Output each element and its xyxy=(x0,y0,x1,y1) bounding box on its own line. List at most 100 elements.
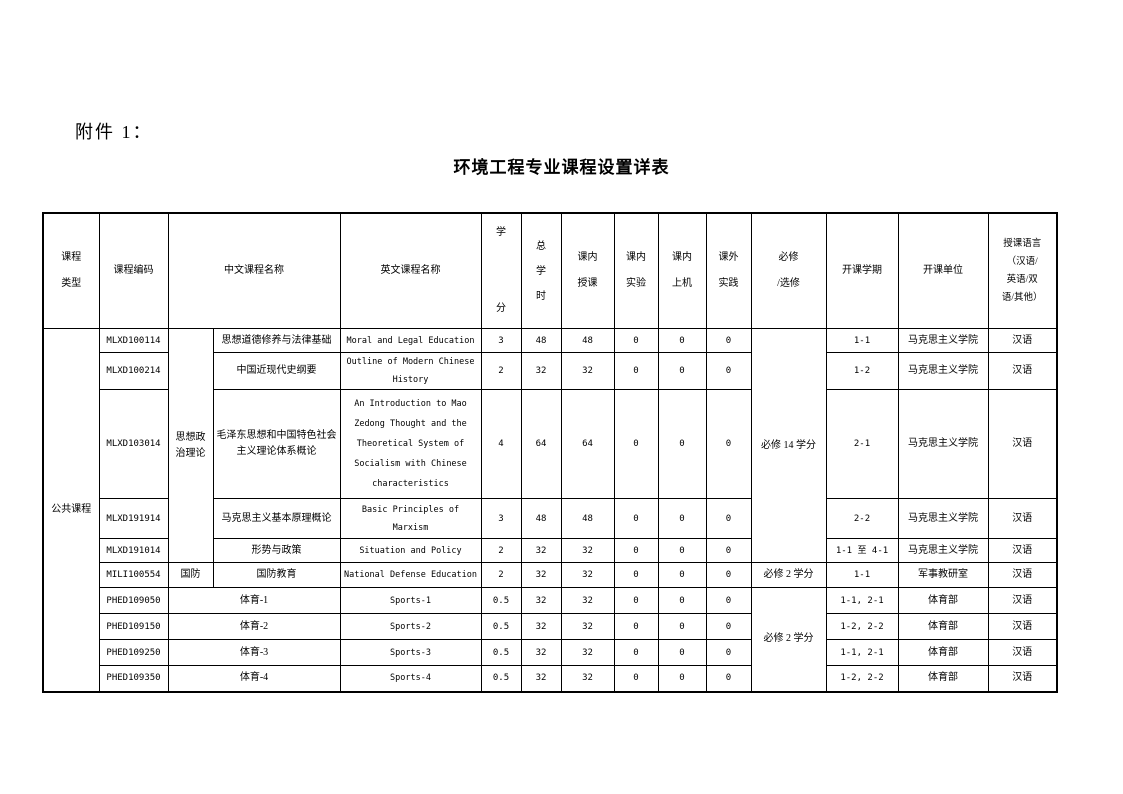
cell-semester: 1-1, 2-1 xyxy=(825,587,899,614)
cell-en-name: Situation and Policy xyxy=(339,538,482,563)
cell-language: 汉语 xyxy=(987,352,1058,390)
cell-experiment: 0 xyxy=(613,538,659,563)
cell-language: 汉语 xyxy=(987,498,1058,539)
cell-credits: 0.5 xyxy=(480,639,522,666)
cell-group-politics: 思想政 治理论 xyxy=(167,328,214,563)
cell-language: 汉语 xyxy=(987,562,1058,588)
table-row: PHED109050 体育-1 Sports-1 0.5 32 32 0 0 0… xyxy=(43,587,1058,692)
cell-semester: 2-2 xyxy=(825,498,899,539)
table-row: PHED109350 体育-4 Sports-4 0.5 32 32 0 0 0… xyxy=(43,665,1058,692)
cell-hours: 32 xyxy=(520,587,562,614)
cell-computer: 0 xyxy=(657,328,707,353)
cell-unit: 马克思主义学院 xyxy=(897,389,989,499)
cell-credits: 0.5 xyxy=(480,587,522,614)
cell-en-name: Sports-2 xyxy=(339,613,482,640)
cell-semester: 1-1 xyxy=(825,328,899,353)
cell-lecture: 48 xyxy=(560,498,615,539)
cell-practice: 0 xyxy=(705,562,752,588)
header-semester: 开课学期 xyxy=(825,212,899,329)
cell-credits: 0.5 xyxy=(480,665,522,692)
header-row: 课程 类型 课程编码 中文课程名称 英文课程名称 学 分 总 学 时 课内 授课… xyxy=(42,212,1058,329)
cell-computer: 0 xyxy=(657,562,707,588)
cell-semester: 1-1, 2-1 xyxy=(825,639,899,666)
cell-code: MILI100554 xyxy=(98,562,169,588)
cell-code: PHED109050 xyxy=(98,587,169,614)
cell-practice: 0 xyxy=(705,587,752,614)
cell-hours: 32 xyxy=(520,352,562,390)
attachment-label: 附件 1： xyxy=(75,122,153,142)
cell-cn-name: 毛泽东思想和中国特色社会主义理论体系概论 xyxy=(212,389,341,499)
cell-required-sports: 必修 2 学分 xyxy=(750,587,827,692)
cell-lecture: 48 xyxy=(560,328,615,353)
cell-lecture: 32 xyxy=(560,538,615,563)
cell-semester: 1-2 xyxy=(825,352,899,390)
cell-code: PHED109150 xyxy=(98,613,169,640)
course-table: 课程 类型 课程编码 中文课程名称 英文课程名称 学 分 总 学 时 课内 授课… xyxy=(42,212,1058,693)
cell-lecture: 32 xyxy=(560,587,615,614)
cell-practice: 0 xyxy=(705,328,752,353)
cell-hours: 32 xyxy=(520,613,562,640)
cell-computer: 0 xyxy=(657,352,707,390)
cell-cn-name: 体育-4 xyxy=(167,665,341,692)
cell-lecture: 32 xyxy=(560,562,615,588)
cell-cn-name: 马克思主义基本原理概论 xyxy=(212,498,341,539)
cell-practice: 0 xyxy=(705,389,752,499)
cell-computer: 0 xyxy=(657,613,707,640)
cell-experiment: 0 xyxy=(613,562,659,588)
cell-en-name: Basic Principles of Marxism xyxy=(339,498,482,539)
cell-code: MLXD191914 xyxy=(98,498,169,539)
cell-credits: 2 xyxy=(480,562,522,588)
cell-experiment: 0 xyxy=(613,389,659,499)
header-course-code: 课程编码 xyxy=(98,212,169,329)
cell-practice: 0 xyxy=(705,498,752,539)
cell-unit: 马克思主义学院 xyxy=(897,328,989,353)
header-required: 必修 /选修 xyxy=(750,212,827,329)
cell-hours: 32 xyxy=(520,538,562,563)
cell-cn-name: 中国近现代史纲要 xyxy=(212,352,341,390)
cell-credits: 0.5 xyxy=(480,613,522,640)
cell-en-name: Sports-3 xyxy=(339,639,482,666)
cell-unit: 马克思主义学院 xyxy=(897,498,989,539)
cell-practice: 0 xyxy=(705,538,752,563)
cell-credits: 3 xyxy=(480,498,522,539)
cell-unit: 体育部 xyxy=(897,639,989,666)
cell-unit: 体育部 xyxy=(897,613,989,640)
cell-hours: 48 xyxy=(520,328,562,353)
cell-code: PHED109250 xyxy=(98,639,169,666)
cell-computer: 0 xyxy=(657,389,707,499)
header-lecture: 课内 授课 xyxy=(560,212,615,329)
cell-semester: 1-1 xyxy=(825,562,899,588)
cell-language: 汉语 xyxy=(987,538,1058,563)
cell-lecture: 32 xyxy=(560,613,615,640)
table-row: PHED109250 体育-3 Sports-3 0.5 32 32 0 0 0… xyxy=(43,639,1058,666)
header-language: 授课语言 （汉语/ 英语/双 语/其他） xyxy=(987,212,1058,329)
cell-hours: 48 xyxy=(520,498,562,539)
cell-language: 汉语 xyxy=(987,665,1058,692)
cell-computer: 0 xyxy=(657,639,707,666)
cell-code: MLXD100114 xyxy=(98,328,169,353)
cell-cn-name: 体育-2 xyxy=(167,613,341,640)
header-en-name: 英文课程名称 xyxy=(339,212,482,329)
cell-required-defense: 必修 2 学分 xyxy=(750,562,827,588)
cell-credits: 2 xyxy=(480,352,522,390)
cell-cn-name: 形势与政策 xyxy=(212,538,341,563)
header-total-hours: 总 学 时 xyxy=(520,212,562,329)
header-computer: 课内 上机 xyxy=(657,212,707,329)
cell-computer: 0 xyxy=(657,587,707,614)
table-row: MLXD100214 中国近现代史纲要 Outline of Modern Ch… xyxy=(43,352,1058,390)
cell-semester: 1-1 至 4-1 xyxy=(825,538,899,563)
table-row: 公共课程 MLXD100114 思想政 治理论 思想道德修养与法律基础 Mora… xyxy=(42,328,1058,692)
cell-semester: 2-1 xyxy=(825,389,899,499)
cell-hours: 32 xyxy=(520,639,562,666)
header-cn-name: 中文课程名称 xyxy=(167,212,341,329)
cell-lecture: 32 xyxy=(560,665,615,692)
cell-en-name: Sports-4 xyxy=(339,665,482,692)
cell-experiment: 0 xyxy=(613,352,659,390)
cell-experiment: 0 xyxy=(613,665,659,692)
cell-experiment: 0 xyxy=(613,613,659,640)
cell-cn-name: 体育-1 xyxy=(167,587,341,614)
cell-semester: 1-2, 2-2 xyxy=(825,665,899,692)
cell-en-name: An Introduction to Mao Zedong Thought an… xyxy=(339,389,482,499)
cell-lecture: 32 xyxy=(560,639,615,666)
